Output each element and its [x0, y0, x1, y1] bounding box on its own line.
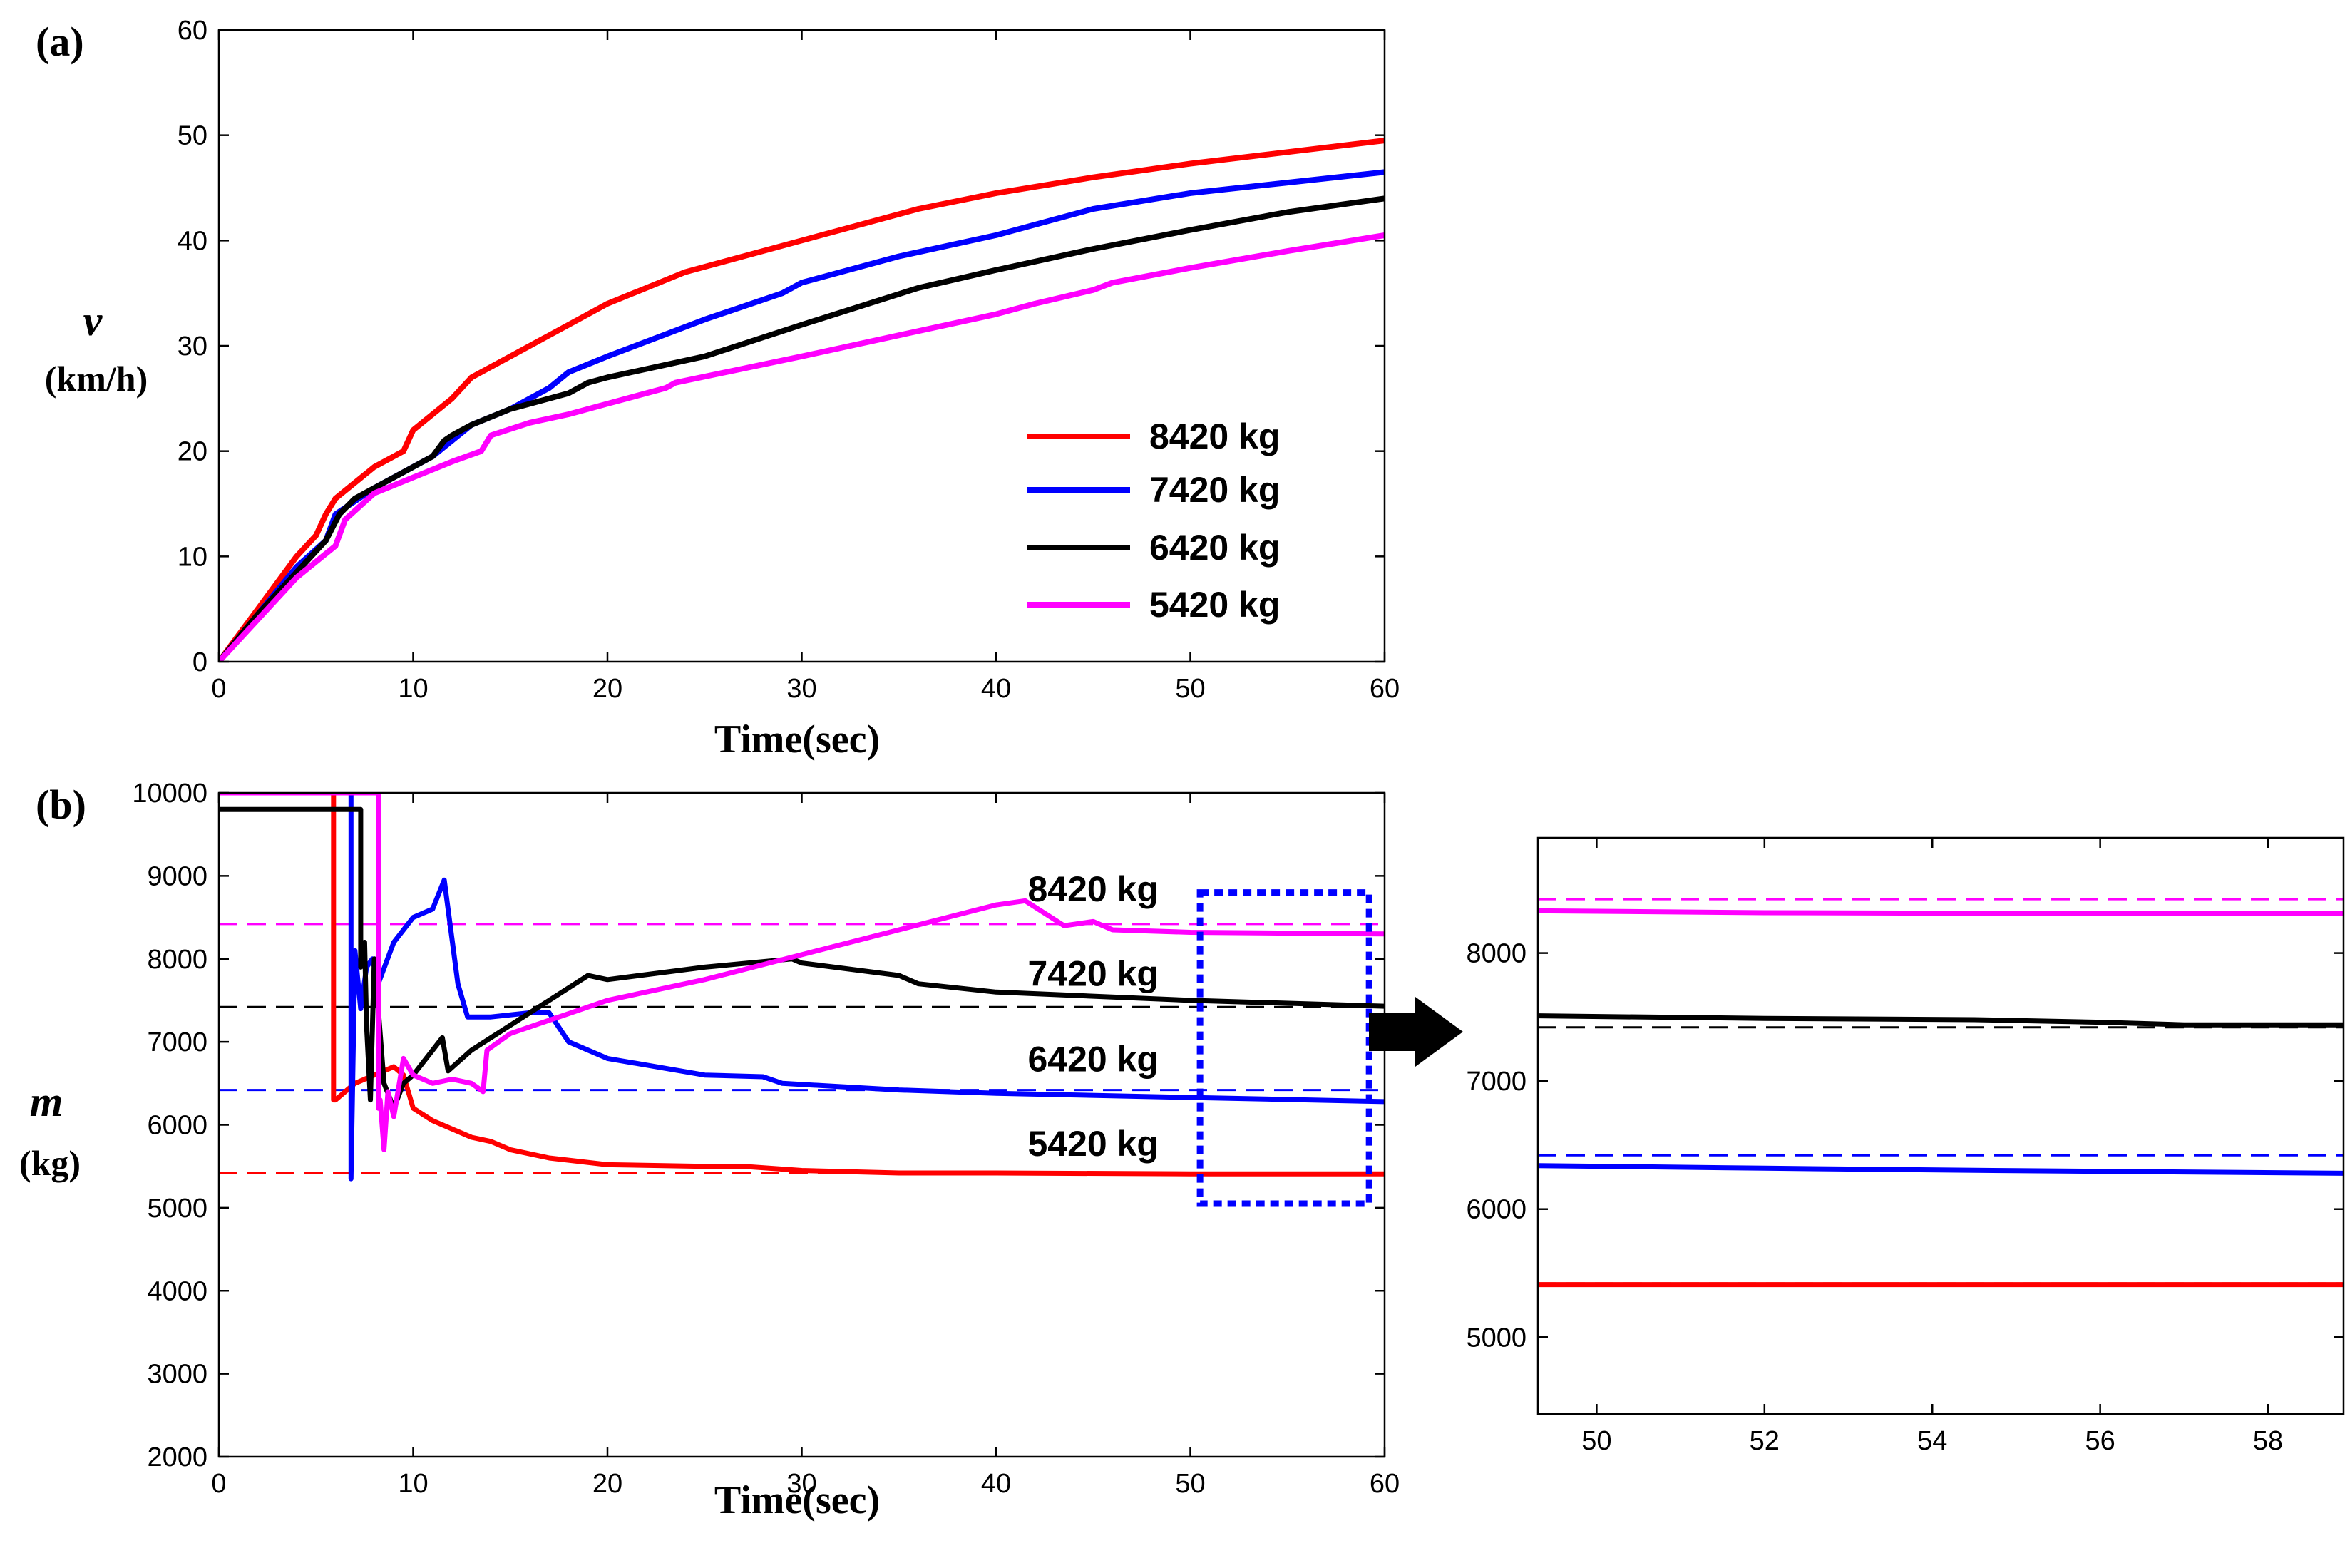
series-line-red — [219, 793, 1385, 1177]
x-tick-label: 54 — [1917, 1426, 1947, 1456]
plot-frame — [1536, 836, 2345, 1415]
panel-a-velocity-chart: (a) v (km/h) Time(sec) 0 10 20 30 40 50 60 0 10 2… — [36, 16, 1400, 762]
x-tick-label: 10 — [398, 674, 428, 704]
plot-frame — [217, 791, 1386, 1458]
x-tick-label: 20 — [592, 674, 622, 704]
legend-entry: 5420 kg — [1149, 585, 1280, 625]
zoom-region-box — [1196, 889, 1372, 1207]
panel-a-ylabel-unit: (km/h) — [45, 359, 148, 399]
x-tick-label: 30 — [786, 674, 816, 704]
panel-a-xlabel: Time(sec) — [714, 717, 880, 762]
panel-b-mass-chart: (b) m (kg) Time(sec) 0 10 20 30 40 50 60 2000 30… — [19, 779, 1400, 1522]
x-tick-label: 40 — [981, 1469, 1011, 1499]
y-tick-label: 3000 — [147, 1360, 207, 1390]
panel-b-ylabel-unit: (kg) — [19, 1143, 81, 1183]
panel-b-label: (b) — [36, 782, 86, 828]
annotation-label: 5420 kg — [1028, 1124, 1159, 1164]
y-tick-label: 7000 — [147, 1028, 207, 1057]
y-tick-label: 20 — [178, 437, 207, 467]
annotation-label: 6420 kg — [1028, 1039, 1159, 1079]
x-tick-label: 60 — [1370, 674, 1400, 704]
x-tick-label: 52 — [1750, 1426, 1780, 1456]
series-line-magenta — [219, 793, 1385, 1152]
y-tick-label: 8000 — [147, 945, 207, 975]
panel-b-xlabel: Time(sec) — [714, 1478, 880, 1522]
series-line-blue — [1538, 1163, 2344, 1176]
x-tick-label: 0 — [211, 1469, 226, 1499]
panel-b-zoom-chart: 50 52 54 56 58 5000 6000 7000 8000 — [1466, 836, 2345, 1456]
panel-a-label: (a) — [36, 19, 84, 65]
x-tick-label: 30 — [786, 1469, 816, 1499]
y-tick-label: 10000 — [132, 779, 207, 809]
y-tick-label: 2000 — [147, 1443, 207, 1472]
series-line-magenta — [219, 232, 1385, 662]
x-tick-label: 50 — [1175, 674, 1205, 704]
x-tick-label: 58 — [2253, 1426, 2283, 1456]
y-tick-label: 5000 — [147, 1194, 207, 1224]
series-line-black — [1538, 1013, 2344, 1028]
y-tick-label: 0 — [193, 647, 207, 677]
annotation-label: 7420 kg — [1028, 954, 1159, 994]
x-tick-label: 0 — [211, 674, 226, 704]
x-tick-label: 50 — [1175, 1469, 1205, 1499]
x-tick-label: 50 — [1581, 1426, 1611, 1456]
series-line-black — [219, 195, 1385, 662]
y-tick-label: 6000 — [147, 1111, 207, 1141]
x-tick-label: 56 — [2085, 1426, 2115, 1456]
series-line-blue — [219, 793, 1385, 1182]
y-tick-label: 40 — [178, 226, 207, 256]
y-tick-label: 50 — [178, 121, 207, 151]
y-tick-label: 60 — [178, 16, 207, 46]
series-line-magenta — [1538, 908, 2344, 916]
y-tick-label: 8000 — [1466, 939, 1527, 969]
y-tick-label: 6000 — [1466, 1195, 1527, 1225]
legend-entry: 8420 kg — [1149, 416, 1280, 456]
y-tick-label: 10 — [178, 542, 207, 572]
y-tick-label: 4000 — [147, 1276, 207, 1306]
x-tick-label: 20 — [592, 1469, 622, 1499]
x-tick-label: 10 — [398, 1469, 428, 1499]
series-line-red — [219, 138, 1385, 662]
y-tick-label: 7000 — [1466, 1067, 1527, 1097]
y-tick-label: 30 — [178, 332, 207, 362]
x-tick-label: 60 — [1370, 1469, 1400, 1499]
panel-a-ylabel-symbol: v — [83, 297, 103, 344]
y-tick-label: 5000 — [1466, 1323, 1527, 1353]
y-tick-label: 9000 — [147, 861, 207, 891]
legend-entry: 7420 kg — [1149, 470, 1280, 510]
panel-b-ylabel-symbol: m — [30, 1078, 63, 1125]
annotation-label: 8420 kg — [1028, 869, 1159, 909]
series-line-black — [219, 806, 1385, 1111]
zoom-arrow-icon — [1369, 997, 1463, 1067]
x-tick-label: 40 — [981, 674, 1011, 704]
legend-entry: 6420 kg — [1149, 528, 1280, 568]
